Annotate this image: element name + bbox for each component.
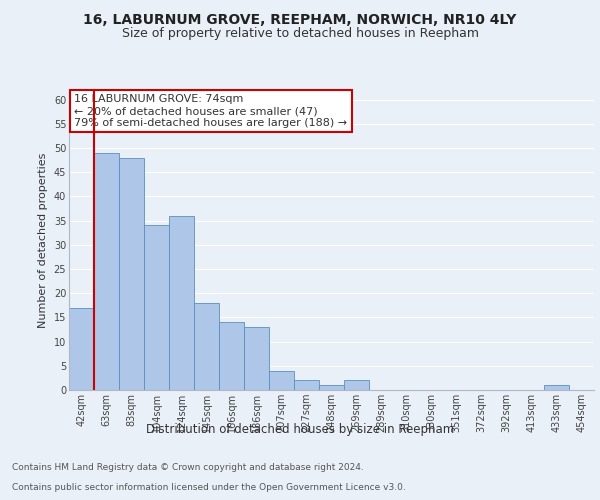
Bar	[194, 303, 219, 390]
Bar	[144, 226, 169, 390]
Bar	[269, 370, 294, 390]
Text: Distribution of detached houses by size in Reepham: Distribution of detached houses by size …	[146, 422, 454, 436]
Bar	[219, 322, 244, 390]
Bar	[244, 327, 269, 390]
Bar	[344, 380, 369, 390]
Bar	[94, 153, 119, 390]
Text: 16 LABURNUM GROVE: 74sqm
← 20% of detached houses are smaller (47)
79% of semi-d: 16 LABURNUM GROVE: 74sqm ← 20% of detach…	[74, 94, 347, 128]
Y-axis label: Number of detached properties: Number of detached properties	[38, 152, 48, 328]
Bar	[169, 216, 194, 390]
Bar	[294, 380, 319, 390]
Text: 16, LABURNUM GROVE, REEPHAM, NORWICH, NR10 4LY: 16, LABURNUM GROVE, REEPHAM, NORWICH, NR…	[83, 12, 517, 26]
Text: Contains public sector information licensed under the Open Government Licence v3: Contains public sector information licen…	[12, 484, 406, 492]
Bar	[69, 308, 94, 390]
Text: Size of property relative to detached houses in Reepham: Size of property relative to detached ho…	[121, 28, 479, 40]
Text: Contains HM Land Registry data © Crown copyright and database right 2024.: Contains HM Land Registry data © Crown c…	[12, 464, 364, 472]
Bar	[544, 385, 569, 390]
Bar	[319, 385, 344, 390]
Bar	[119, 158, 144, 390]
